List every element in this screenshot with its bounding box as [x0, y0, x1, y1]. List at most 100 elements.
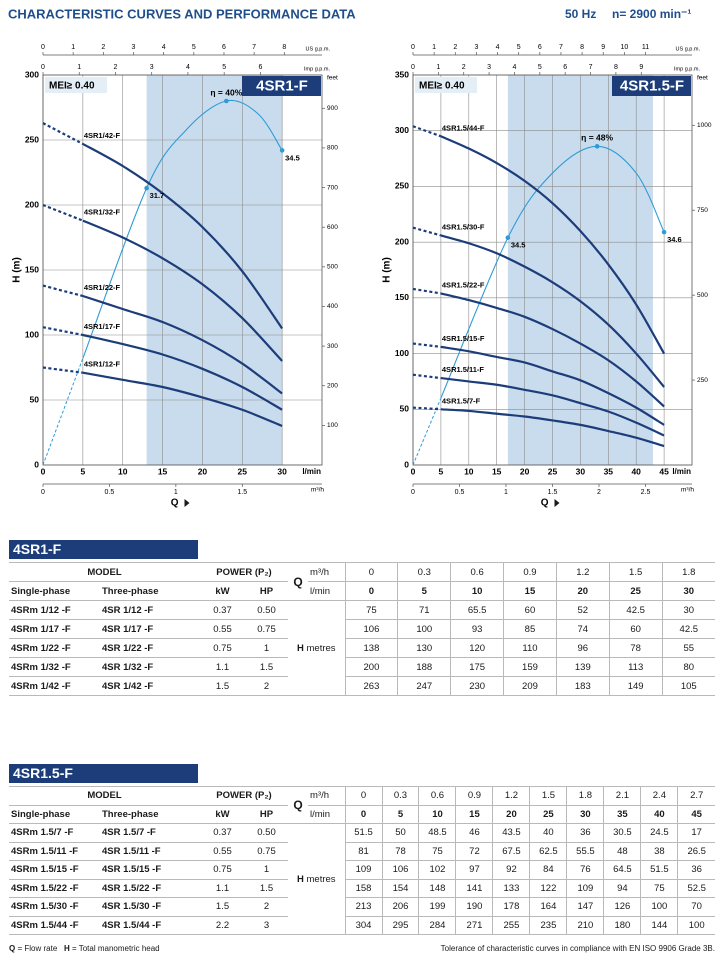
h-text: = Total manometric head [71, 944, 160, 953]
q-m3h: 1.2 [555, 562, 610, 582]
three-phase-model: 4SR 1/17 -F [100, 619, 200, 639]
top-tick-label: 8 [614, 64, 618, 71]
q-lmin: 10 [418, 804, 456, 824]
top-tick-label: 9 [601, 44, 605, 51]
curve-label: 4SR1.5/30-F [442, 222, 485, 231]
top-tick-label: 4 [186, 64, 190, 71]
top-tick-label: 9 [639, 64, 643, 71]
head-value: 206 [381, 897, 419, 917]
q-m3h: 0.3 [397, 562, 451, 582]
top-tick-label: 7 [589, 64, 593, 71]
x-unit: l/min [302, 467, 321, 476]
q-m3h: 0.3 [381, 786, 419, 806]
plot-border [412, 74, 693, 466]
three-phase-model: 4SR 1.5/44 -F [100, 915, 200, 935]
head-value: 17 [677, 823, 715, 843]
power-kw: 0.37 [200, 823, 245, 843]
pump-curve [82, 294, 283, 395]
model-badge-text: 4SR1.5-F [620, 77, 684, 94]
unit-lmin: l/min [308, 804, 346, 824]
x-tick-label: 5 [439, 466, 444, 476]
feet-unit: feet [327, 75, 338, 82]
q-lmin: 0 [344, 581, 398, 601]
top-tick-label: 4 [496, 44, 500, 51]
top-tick-label: 10 [620, 44, 628, 51]
q-m3h: 2.7 [677, 786, 715, 806]
x-tick-label: 35 [604, 466, 614, 476]
head-value: 295 [381, 915, 419, 935]
feet-tick-label: 750 [697, 207, 708, 214]
feet-tick-label: 700 [327, 184, 338, 191]
head-value: 199 [418, 897, 456, 917]
q-m3h: 2.1 [603, 786, 641, 806]
head-value: 263 [344, 676, 398, 696]
q-m3h: 0.9 [503, 562, 557, 582]
y-tick-label: 100 [395, 348, 409, 358]
q-m3h: 0.6 [450, 562, 504, 582]
head-value: 106 [381, 860, 419, 880]
data-row: 4SRm 1/32 -F 4SR 1/32 -F 1.1 1.5 200 188 175 15… [9, 657, 715, 677]
head-value: 159 [503, 657, 557, 677]
head-value: 36 [677, 860, 715, 880]
y-tick-label: 350 [395, 69, 409, 79]
head-value: 109 [344, 860, 382, 880]
power-kw: 0.55 [200, 619, 245, 639]
y-tick-label: 100 [25, 329, 39, 339]
single-phase-model: 4SRm 1/42 -F [9, 676, 100, 696]
curve-label: 4SR1.5/15-F [442, 334, 485, 343]
head-value: 213 [344, 897, 382, 917]
power-hp: 1.5 [245, 878, 289, 898]
three-phase-model: 4SR 1/42 -F [100, 676, 200, 696]
head-value: 100 [677, 915, 715, 935]
feet-unit: feet [697, 75, 708, 82]
head-value: 93 [450, 619, 504, 639]
top-tick-label: 6 [563, 64, 567, 71]
head-value: 255 [492, 915, 530, 935]
m3h-tick-label: 0 [411, 489, 415, 496]
head-value: 42.5 [661, 619, 715, 639]
head-value: 30.5 [603, 823, 641, 843]
frequency: 50 Hz [565, 7, 596, 21]
h-symbol: H [63, 944, 70, 953]
head-value: 102 [418, 860, 456, 880]
model-badge [612, 76, 691, 96]
head-value: 105 [661, 676, 715, 696]
top-tick-label: 5 [192, 44, 196, 51]
efficiency-lead [42, 358, 84, 466]
efficiency-lead [412, 397, 442, 466]
feet-tick-label: 600 [327, 224, 338, 231]
top-tick-label: 1 [436, 64, 440, 71]
top-axis-unit: Imp g.p.m. [674, 66, 700, 72]
head-value: 100 [640, 897, 678, 917]
power-hp: 0.75 [245, 841, 289, 861]
m3h-tick-label: 1.5 [548, 489, 558, 496]
top-tick-label: 3 [150, 64, 154, 71]
pump-curve [440, 376, 665, 437]
top-tick-label: 11 [642, 44, 649, 51]
y-tick-label: 200 [395, 236, 409, 246]
head-value: 97 [455, 860, 493, 880]
q-m3h: 0 [344, 562, 398, 582]
head-value: 109 [566, 878, 604, 898]
feet-tick-label: 400 [327, 303, 338, 310]
x-tick-label: 15 [158, 466, 168, 476]
three-phase-model: 4SR 1.5/30 -F [100, 897, 200, 917]
head-value: 55.5 [566, 841, 604, 861]
q-lmin: 20 [555, 581, 610, 601]
curve-lead [412, 287, 442, 295]
power-hp: 1.5 [245, 657, 289, 677]
head-value: 149 [608, 676, 663, 696]
m3h-tick-label: 1 [504, 489, 508, 496]
single-phase-header: Single-phase [9, 581, 100, 601]
head-value: 110 [503, 638, 557, 658]
arrow [184, 499, 190, 507]
data-row: 4SRm 1/22 -F 4SR 1/22 -F 0.75 1 138 130 120 110… [9, 638, 715, 658]
q-text: = Flow rate [17, 944, 58, 953]
power-hp: 0.75 [245, 619, 289, 639]
single-phase-model: 4SRm 1/12 -F [9, 600, 100, 620]
head-value: 144 [640, 915, 678, 935]
head-value: 76 [566, 860, 604, 880]
q-m3h: 1.2 [492, 786, 530, 806]
